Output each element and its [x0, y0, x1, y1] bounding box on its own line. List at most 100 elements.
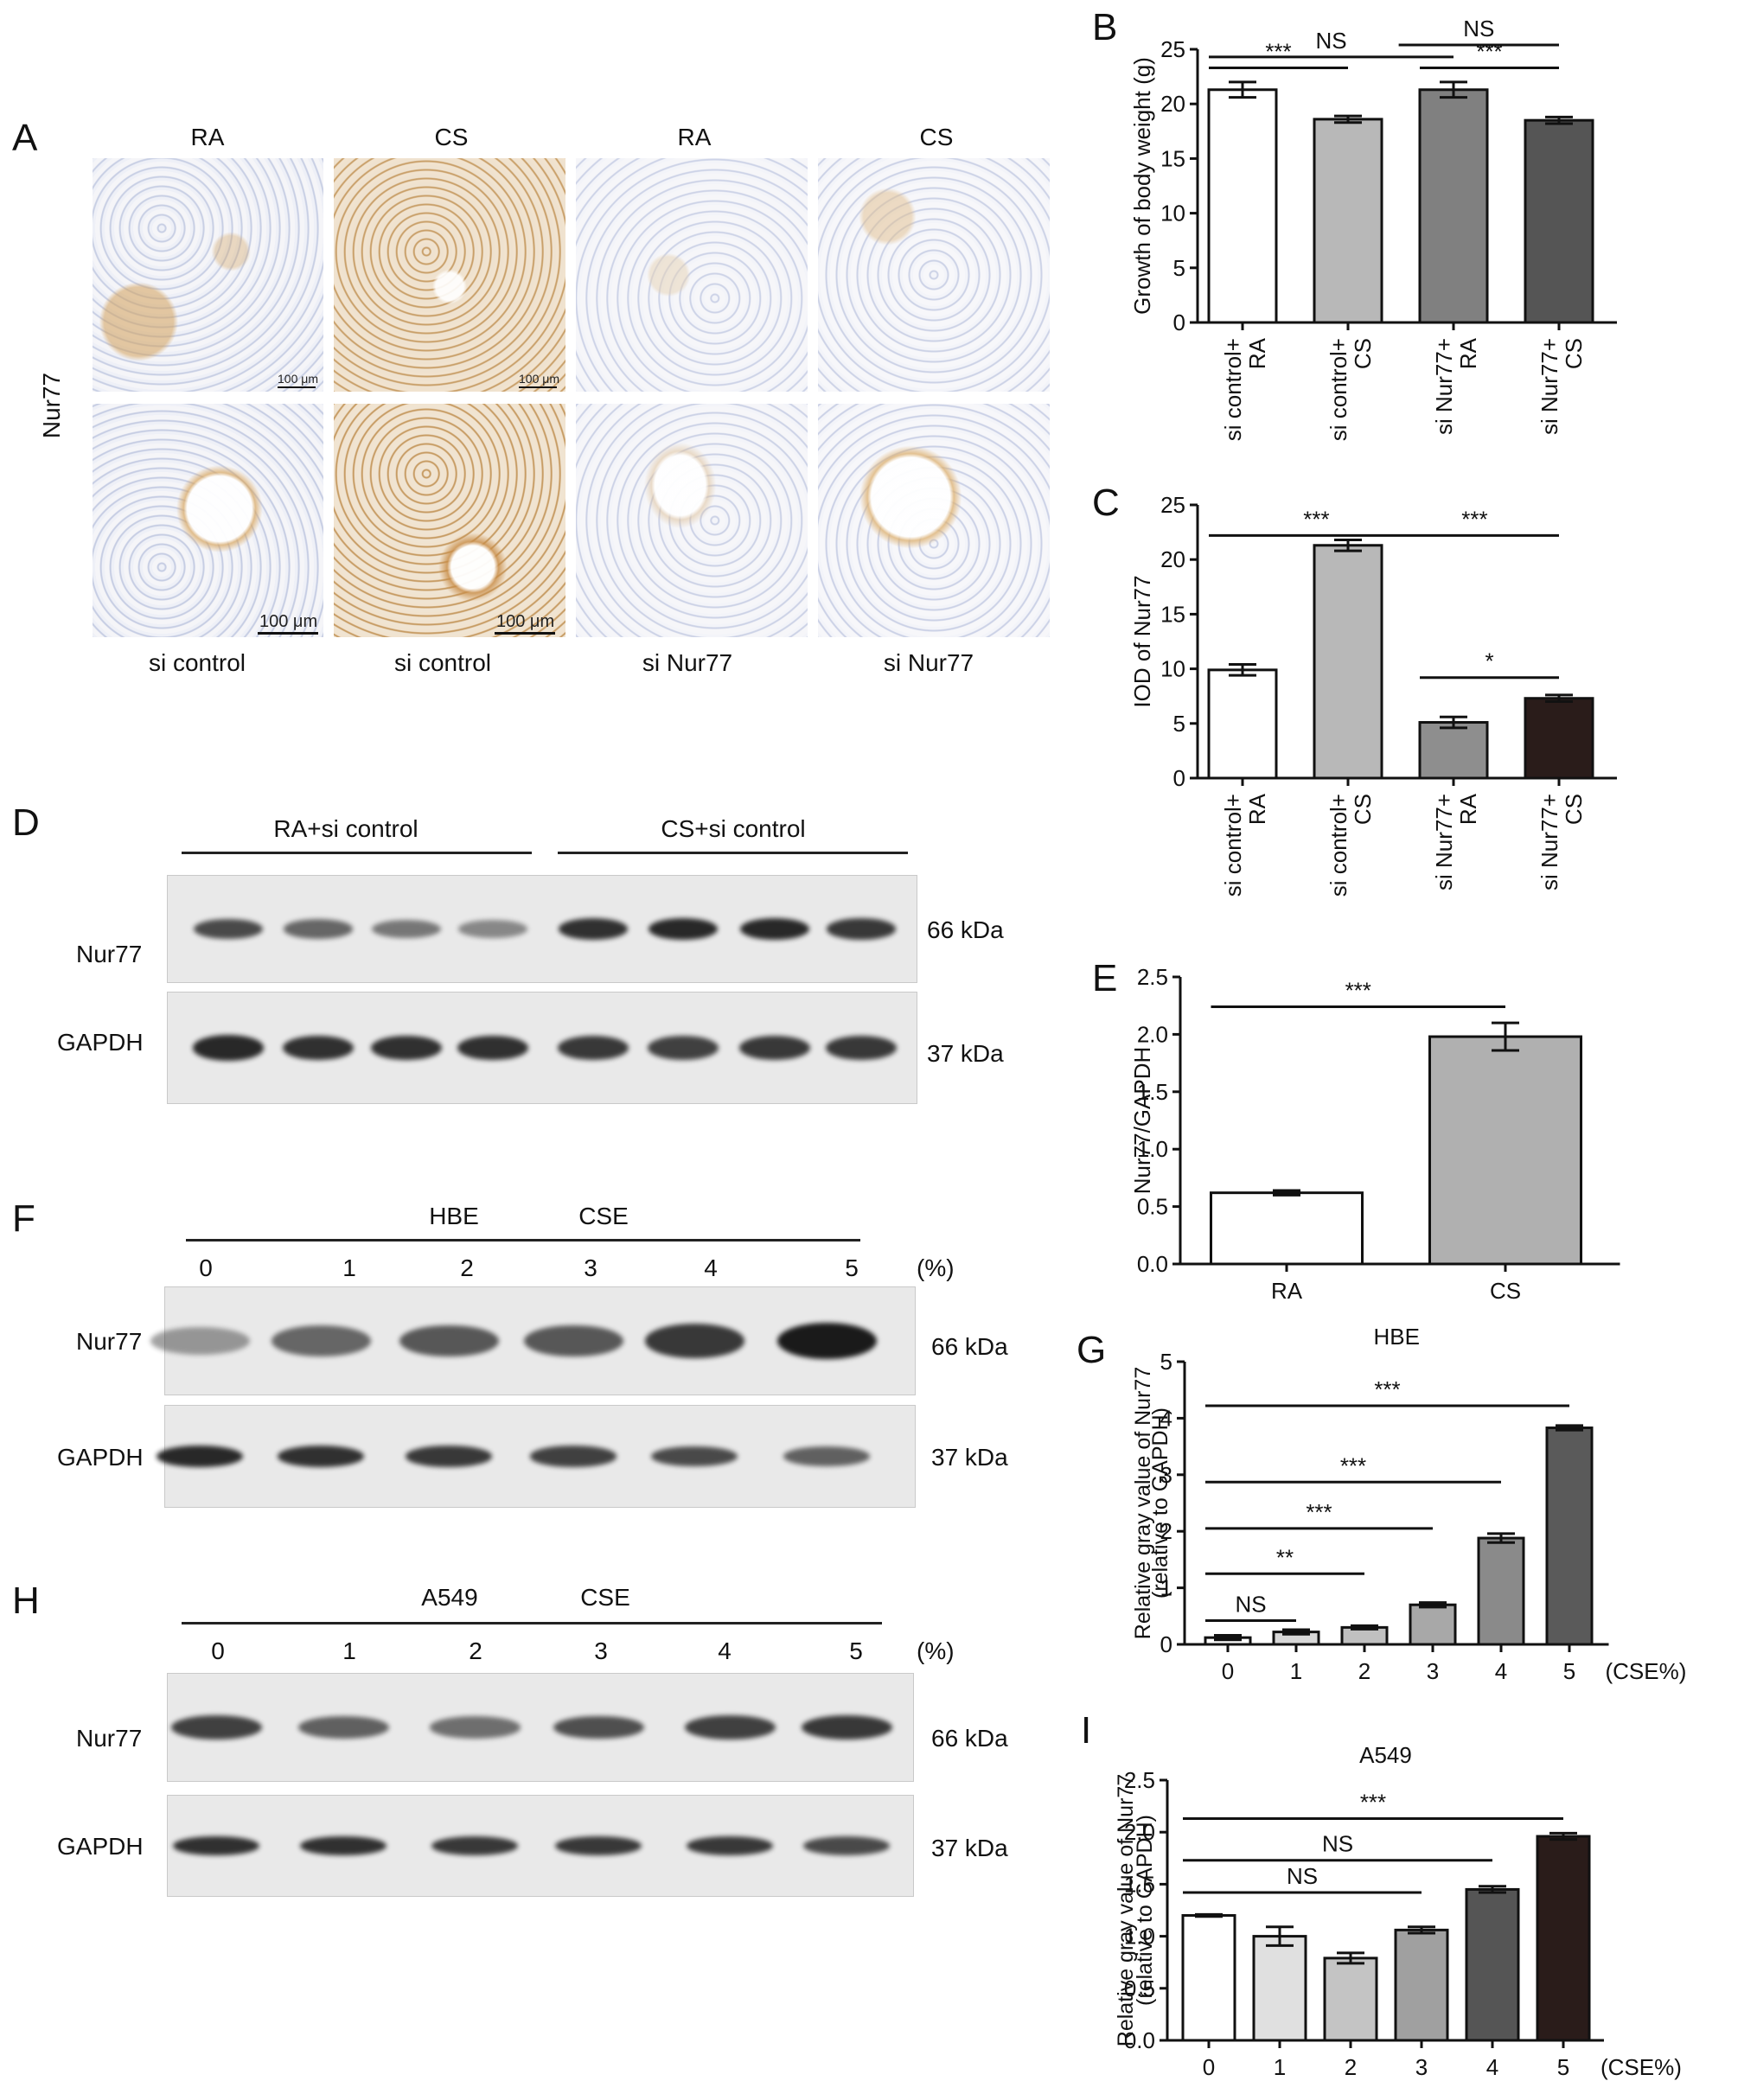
y-tick-label: 20: [1160, 91, 1185, 117]
blot-d-group-2-line: [558, 852, 908, 854]
lane-label: 4: [718, 1637, 732, 1664]
lane-label: 4: [704, 1254, 718, 1281]
bar: [1465, 1887, 1520, 2042]
significance-label: ***: [1265, 38, 1291, 64]
row-label-nur77: Nur77: [38, 372, 65, 439]
y-tick-label: 10: [1160, 656, 1185, 682]
significance-label: NS: [1315, 28, 1346, 54]
lane-label: 5: [845, 1254, 859, 1281]
col-caption-4: si Nur77: [883, 649, 974, 676]
blot-band: [687, 1835, 773, 1856]
blot-band: [648, 1036, 719, 1060]
significance-label: ***: [1340, 1452, 1366, 1478]
lane-label: 0: [211, 1637, 225, 1664]
x-tick-label: si Nur77+: [1537, 338, 1562, 435]
micrograph-si-nur77-ra-top: [576, 158, 808, 392]
x-tick-label: 3: [1427, 1658, 1439, 1684]
blot-band: [457, 1035, 528, 1061]
y-tick-label: 0.5: [1124, 1976, 1155, 2001]
y-axis-label: Relative gray value of Nur77: [1131, 1367, 1155, 1639]
col-title-1: RA: [190, 124, 225, 150]
lane-label: 2: [469, 1637, 482, 1664]
y-axis-label: Nur77/GAPDH: [1129, 1047, 1155, 1195]
x-tick-label: 1: [1290, 1658, 1302, 1684]
blot-band: [559, 918, 628, 940]
panel-label-e: E: [1092, 957, 1118, 999]
panel-label-a: A: [12, 117, 38, 159]
micrograph-si-nur77-ra-bottom: [576, 404, 808, 637]
blot-h-treatment: CSE: [580, 1584, 630, 1611]
blot-band: [406, 1446, 492, 1467]
significance-label: ***: [1360, 1790, 1386, 1816]
blot-f-cell: HBE: [429, 1203, 479, 1229]
blot-band: [193, 1035, 264, 1061]
x-tick-label: RA: [1455, 793, 1481, 825]
blot-d-row-label-gapdh: GAPDH: [57, 1029, 144, 1056]
significance-label: ***: [1461, 506, 1487, 532]
bar: [1545, 1427, 1594, 1646]
blot-band: [553, 1715, 644, 1739]
blot-band: [150, 1327, 250, 1355]
blot-band: [300, 1835, 387, 1856]
blot-h-cell: A549: [421, 1584, 478, 1611]
significance-label: *: [1485, 648, 1493, 674]
blot-h-row-label-gapdh: GAPDH: [57, 1833, 144, 1860]
lane-label: 3: [594, 1637, 608, 1664]
x-tick-label: 5: [1563, 1658, 1575, 1684]
bar: [1210, 1191, 1364, 1266]
significance-label: NS: [1322, 1831, 1353, 1857]
micrograph-si-control-cs-top: [334, 158, 565, 392]
chart-title: HBE: [1374, 1324, 1420, 1350]
blot-band: [684, 1715, 776, 1739]
col-caption-1: si control: [148, 649, 246, 676]
y-tick-label: 1.5: [1137, 1079, 1168, 1105]
blot-band: [372, 919, 441, 939]
y-axis-label-2: (relative to GAPDH): [1133, 1815, 1157, 2006]
blot-f-gapdh-membrane: [157, 1405, 916, 1508]
blot-band: [458, 920, 527, 938]
panel-label-h: H: [12, 1580, 40, 1622]
x-tick-label: 4: [1486, 2054, 1498, 2080]
col-title-2: CS: [434, 124, 469, 150]
y-tick-label: 0.0: [1137, 1251, 1168, 1277]
blot-band: [297, 1716, 389, 1739]
significance-label: ***: [1345, 978, 1371, 1004]
bar: [1323, 1956, 1378, 2042]
y-tick-label: 0.0: [1124, 2027, 1155, 2053]
x-tick-label: si control+: [1326, 794, 1351, 897]
blot-h-line: [182, 1622, 882, 1624]
y-tick-label: 15: [1160, 145, 1185, 171]
lane-label: 0: [199, 1254, 213, 1281]
panel-label-d: D: [12, 801, 40, 844]
x-tick-label: RA: [1271, 1278, 1303, 1304]
y-tick-label: 1.0: [1137, 1136, 1168, 1162]
significance-label: **: [1276, 1544, 1294, 1570]
bar: [1207, 668, 1278, 780]
blot-d-kda-nur77: 66 kDa: [927, 916, 1004, 943]
x-tick-label: 3: [1415, 2054, 1428, 2080]
blot-band: [826, 1035, 897, 1061]
bar: [1524, 118, 1594, 324]
blot-band: [429, 1716, 521, 1739]
bar: [1524, 697, 1594, 780]
bar: [1428, 1035, 1582, 1266]
blot-band: [651, 1446, 738, 1467]
y-tick-label: 25: [1160, 492, 1185, 518]
blot-h-kda-gapdh: 37 kDa: [931, 1835, 1008, 1861]
blot-h-gapdh-membrane: [167, 1795, 914, 1897]
scalebar-bottom-2: [495, 632, 555, 635]
y-tick-label: 1: [1160, 1575, 1172, 1601]
blot-h-unit: (%): [917, 1637, 955, 1664]
col-title-3: RA: [677, 124, 712, 150]
blot-h-kda-nur77: 66 kDa: [931, 1725, 1008, 1752]
significance-label: NS: [1463, 16, 1494, 41]
scalebar-label-bottom-2: 100 μm: [496, 612, 555, 631]
bar: [1409, 1603, 1457, 1646]
y-tick-label: 25: [1160, 36, 1185, 62]
micrograph-si-nur77-cs-top: [818, 158, 1050, 392]
blot-band: [278, 1446, 364, 1467]
blot-band: [827, 918, 896, 940]
significance-label: NS: [1287, 1863, 1318, 1889]
x-tick-label: CS: [1350, 338, 1376, 369]
